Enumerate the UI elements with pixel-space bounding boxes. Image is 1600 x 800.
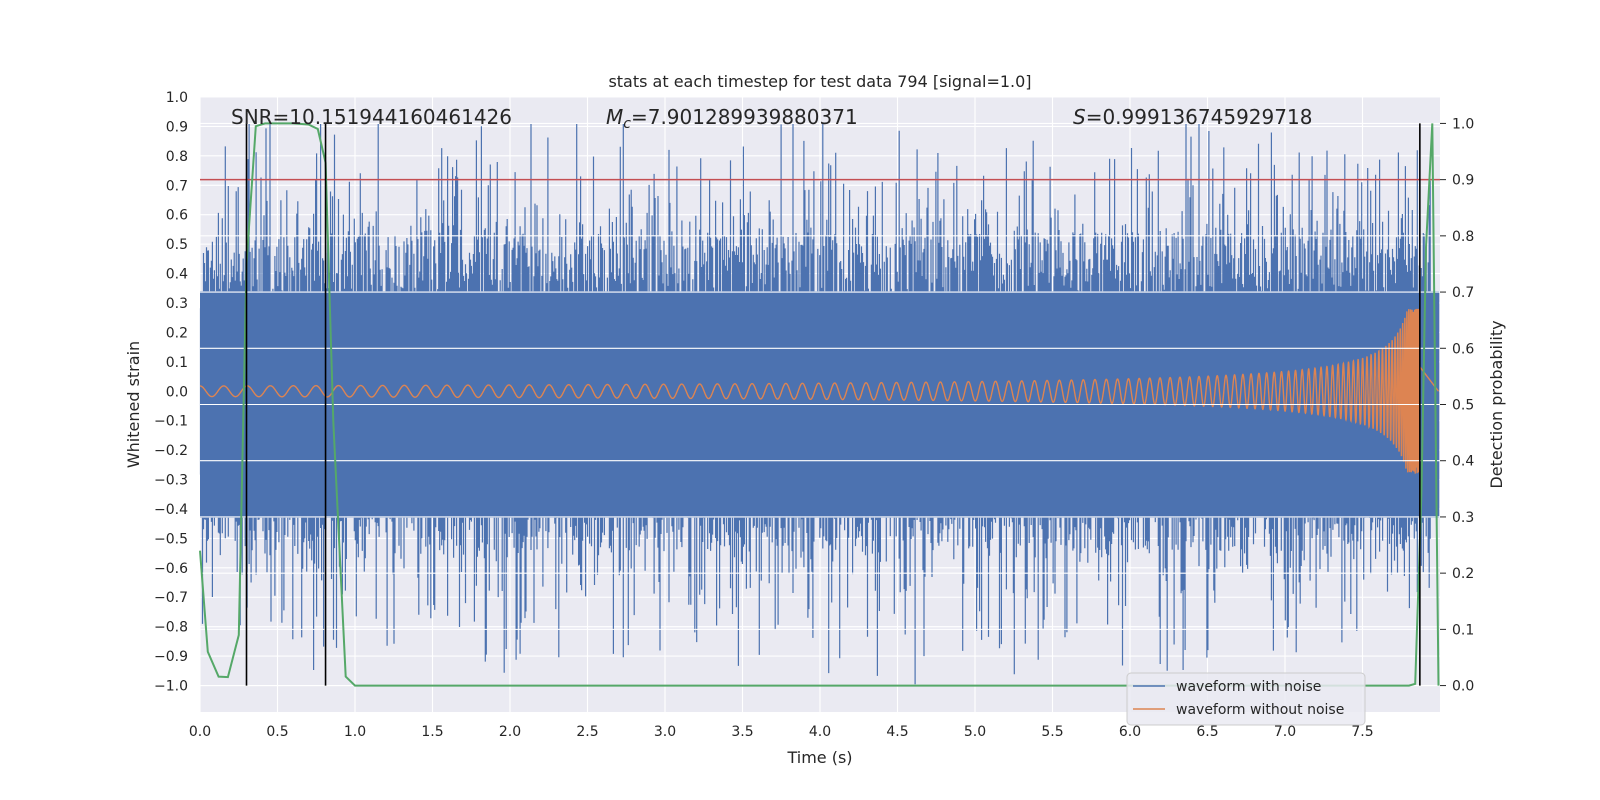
score-value: =0.999136745929718 xyxy=(1086,105,1313,129)
y-tick-label: 0.0 xyxy=(166,384,188,400)
x-tick-label: 0.5 xyxy=(266,724,288,740)
y-tick-label: 0.7 xyxy=(166,178,188,194)
x-tick-label: 7.5 xyxy=(1351,724,1373,740)
probability-line xyxy=(199,122,1440,687)
y-tick-label: −0.1 xyxy=(154,414,188,430)
y2-tick-label: 0.0 xyxy=(1452,679,1474,695)
x-tick-label: 2.0 xyxy=(499,724,521,740)
y-tick-label: 0.1 xyxy=(166,355,188,371)
y-tick-label: −0.6 xyxy=(154,561,188,577)
score-annotation: S=0.999136745929718 xyxy=(1073,105,1312,129)
chirp-mass-subscript: c xyxy=(623,116,631,132)
y2-tick-label: 1.0 xyxy=(1452,116,1474,132)
y-tick-label: 0.4 xyxy=(166,267,188,283)
detection-probability-layer xyxy=(199,122,1440,687)
y-tick-label: −0.7 xyxy=(154,590,188,606)
x-axis-label: Time (s) xyxy=(786,748,852,767)
y-tick-label: −0.8 xyxy=(154,620,188,636)
y-tick-label: 0.5 xyxy=(166,237,188,253)
x-tick-label: 5.5 xyxy=(1041,724,1063,740)
x-tick-label: 4.0 xyxy=(809,724,831,740)
x-tick-label: 5.0 xyxy=(964,724,986,740)
y2-tick-label: 0.9 xyxy=(1452,173,1474,189)
y-tick-label: 0.6 xyxy=(166,208,188,224)
snr-annotation: SNR=10.151944160461426 xyxy=(231,105,512,129)
y-tick-label: −0.5 xyxy=(154,531,188,547)
score-symbol: S xyxy=(1073,105,1086,129)
axis-ticks: 0.0 0.5 1.0 1.5 2.0 2.5 3.0 3.5 4.0 4.5 5.0 5.5 6.0 6… xyxy=(154,90,1474,740)
x-tick-label: 0.0 xyxy=(189,724,211,740)
x-tick-label: 3.5 xyxy=(731,724,753,740)
chirp-mass-symbol: M xyxy=(606,105,623,129)
y2-tick-label: 0.4 xyxy=(1452,454,1474,470)
y-tick-label: −0.4 xyxy=(154,502,188,518)
y2-tick-label: 0.1 xyxy=(1452,622,1474,638)
y2-tick-label: 0.3 xyxy=(1452,510,1474,526)
x-tick-label: 7.0 xyxy=(1274,724,1296,740)
x-tick-label: 1.5 xyxy=(421,724,443,740)
y2-tick-label: 0.6 xyxy=(1452,341,1474,357)
x-tick-label: 1.0 xyxy=(344,724,366,740)
y-tick-label: 0.2 xyxy=(166,325,188,341)
y-axis-label: Whitened strain xyxy=(124,341,143,468)
y2-tick-label: 0.5 xyxy=(1452,398,1474,414)
y-tick-label: 0.8 xyxy=(166,149,188,165)
legend: waveform with noise waveform without noi… xyxy=(1126,672,1366,726)
y-tick-label: −0.9 xyxy=(154,649,188,665)
y-tick-label: 0.9 xyxy=(166,119,188,135)
x-tick-label: 3.0 xyxy=(654,724,676,740)
y2-axis-label: Detection probability xyxy=(1487,320,1506,488)
x-tick-label: 6.5 xyxy=(1196,724,1218,740)
signal-trace xyxy=(200,308,1440,474)
legend-box xyxy=(1126,672,1366,726)
y2-tick-label: 0.7 xyxy=(1452,285,1474,301)
y-tick-label: −1.0 xyxy=(154,679,188,695)
legend-label-signal: waveform without noise xyxy=(1176,702,1344,718)
chirp-mass-value: =7.901289939880371 xyxy=(631,105,858,129)
y-tick-label: 0.3 xyxy=(166,296,188,312)
x-tick-label: 6.0 xyxy=(1119,724,1141,740)
chirp-mass-annotation: Mc=7.901289939880371 xyxy=(606,105,858,132)
y-tick-label: −0.3 xyxy=(154,473,188,489)
chart-title: stats at each timestep for test data 794… xyxy=(608,72,1031,91)
y2-tick-label: 0.8 xyxy=(1452,229,1474,245)
legend-label-noise: waveform with noise xyxy=(1176,679,1321,695)
y-tick-label: 1.0 xyxy=(166,90,188,106)
x-tick-label: 4.5 xyxy=(886,724,908,740)
x-tick-label: 2.5 xyxy=(576,724,598,740)
y2-tick-label: 0.2 xyxy=(1452,566,1474,582)
event-markers xyxy=(245,123,1421,686)
waveform-without-noise-layer xyxy=(200,308,1440,474)
y-tick-label: −0.2 xyxy=(154,443,188,459)
